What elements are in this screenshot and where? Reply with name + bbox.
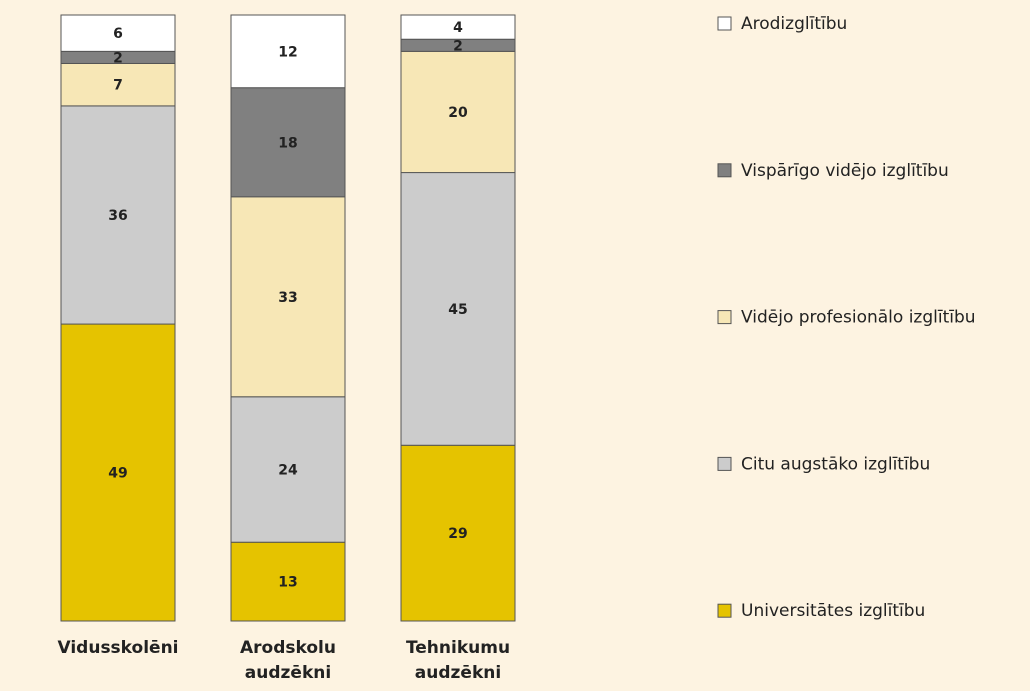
bar-segment [60, 323, 176, 622]
bar-segment [400, 50, 516, 174]
bar-segment [230, 541, 346, 622]
bar-segment [230, 196, 346, 398]
bar-segment [60, 14, 176, 52]
bar-segment [230, 396, 346, 543]
value-label: 18 [278, 135, 297, 151]
legend-swatch [717, 603, 732, 618]
legend-swatch [717, 163, 732, 178]
x-tick-label: Tehnikumu audzēkni [405, 638, 511, 683]
bar-segment [400, 172, 516, 446]
value-label: 29 [448, 526, 467, 542]
value-label: 45 [448, 302, 467, 318]
value-label: 13 [278, 575, 297, 591]
legend-swatch [717, 16, 732, 31]
value-label: 4 [453, 20, 463, 36]
x-tick-label: Vidusskolēni [57, 638, 179, 658]
value-label: 33 [278, 290, 297, 306]
value-label: 36 [108, 208, 127, 224]
value-label: 7 [113, 78, 123, 94]
bar-segment [400, 444, 516, 622]
value-label: 6 [113, 26, 123, 42]
legend-swatch [717, 456, 732, 471]
legend-swatch [717, 310, 732, 325]
value-label: 2 [453, 38, 463, 54]
value-label: 20 [448, 105, 468, 121]
x-tick-label: Arodskolu audzēkni [240, 638, 336, 683]
value-label: 12 [278, 44, 297, 60]
bar-segment [400, 14, 516, 40]
legend-label: Universitātes izglītību [741, 601, 925, 621]
value-label: 49 [108, 466, 127, 482]
value-label: 24 [278, 463, 298, 479]
bar-segment [60, 105, 176, 325]
legend-label: Citu augstāko izglītību [741, 454, 930, 474]
value-label: 2 [113, 50, 123, 66]
bar-segment [230, 14, 346, 89]
legend-label: Arodizglītību [741, 14, 847, 34]
bar-segment [230, 87, 346, 198]
legend-label: Vidējo profesionālo izglītību [741, 308, 976, 328]
legend-label: Vispārīgo vidējo izglītību [741, 161, 949, 181]
